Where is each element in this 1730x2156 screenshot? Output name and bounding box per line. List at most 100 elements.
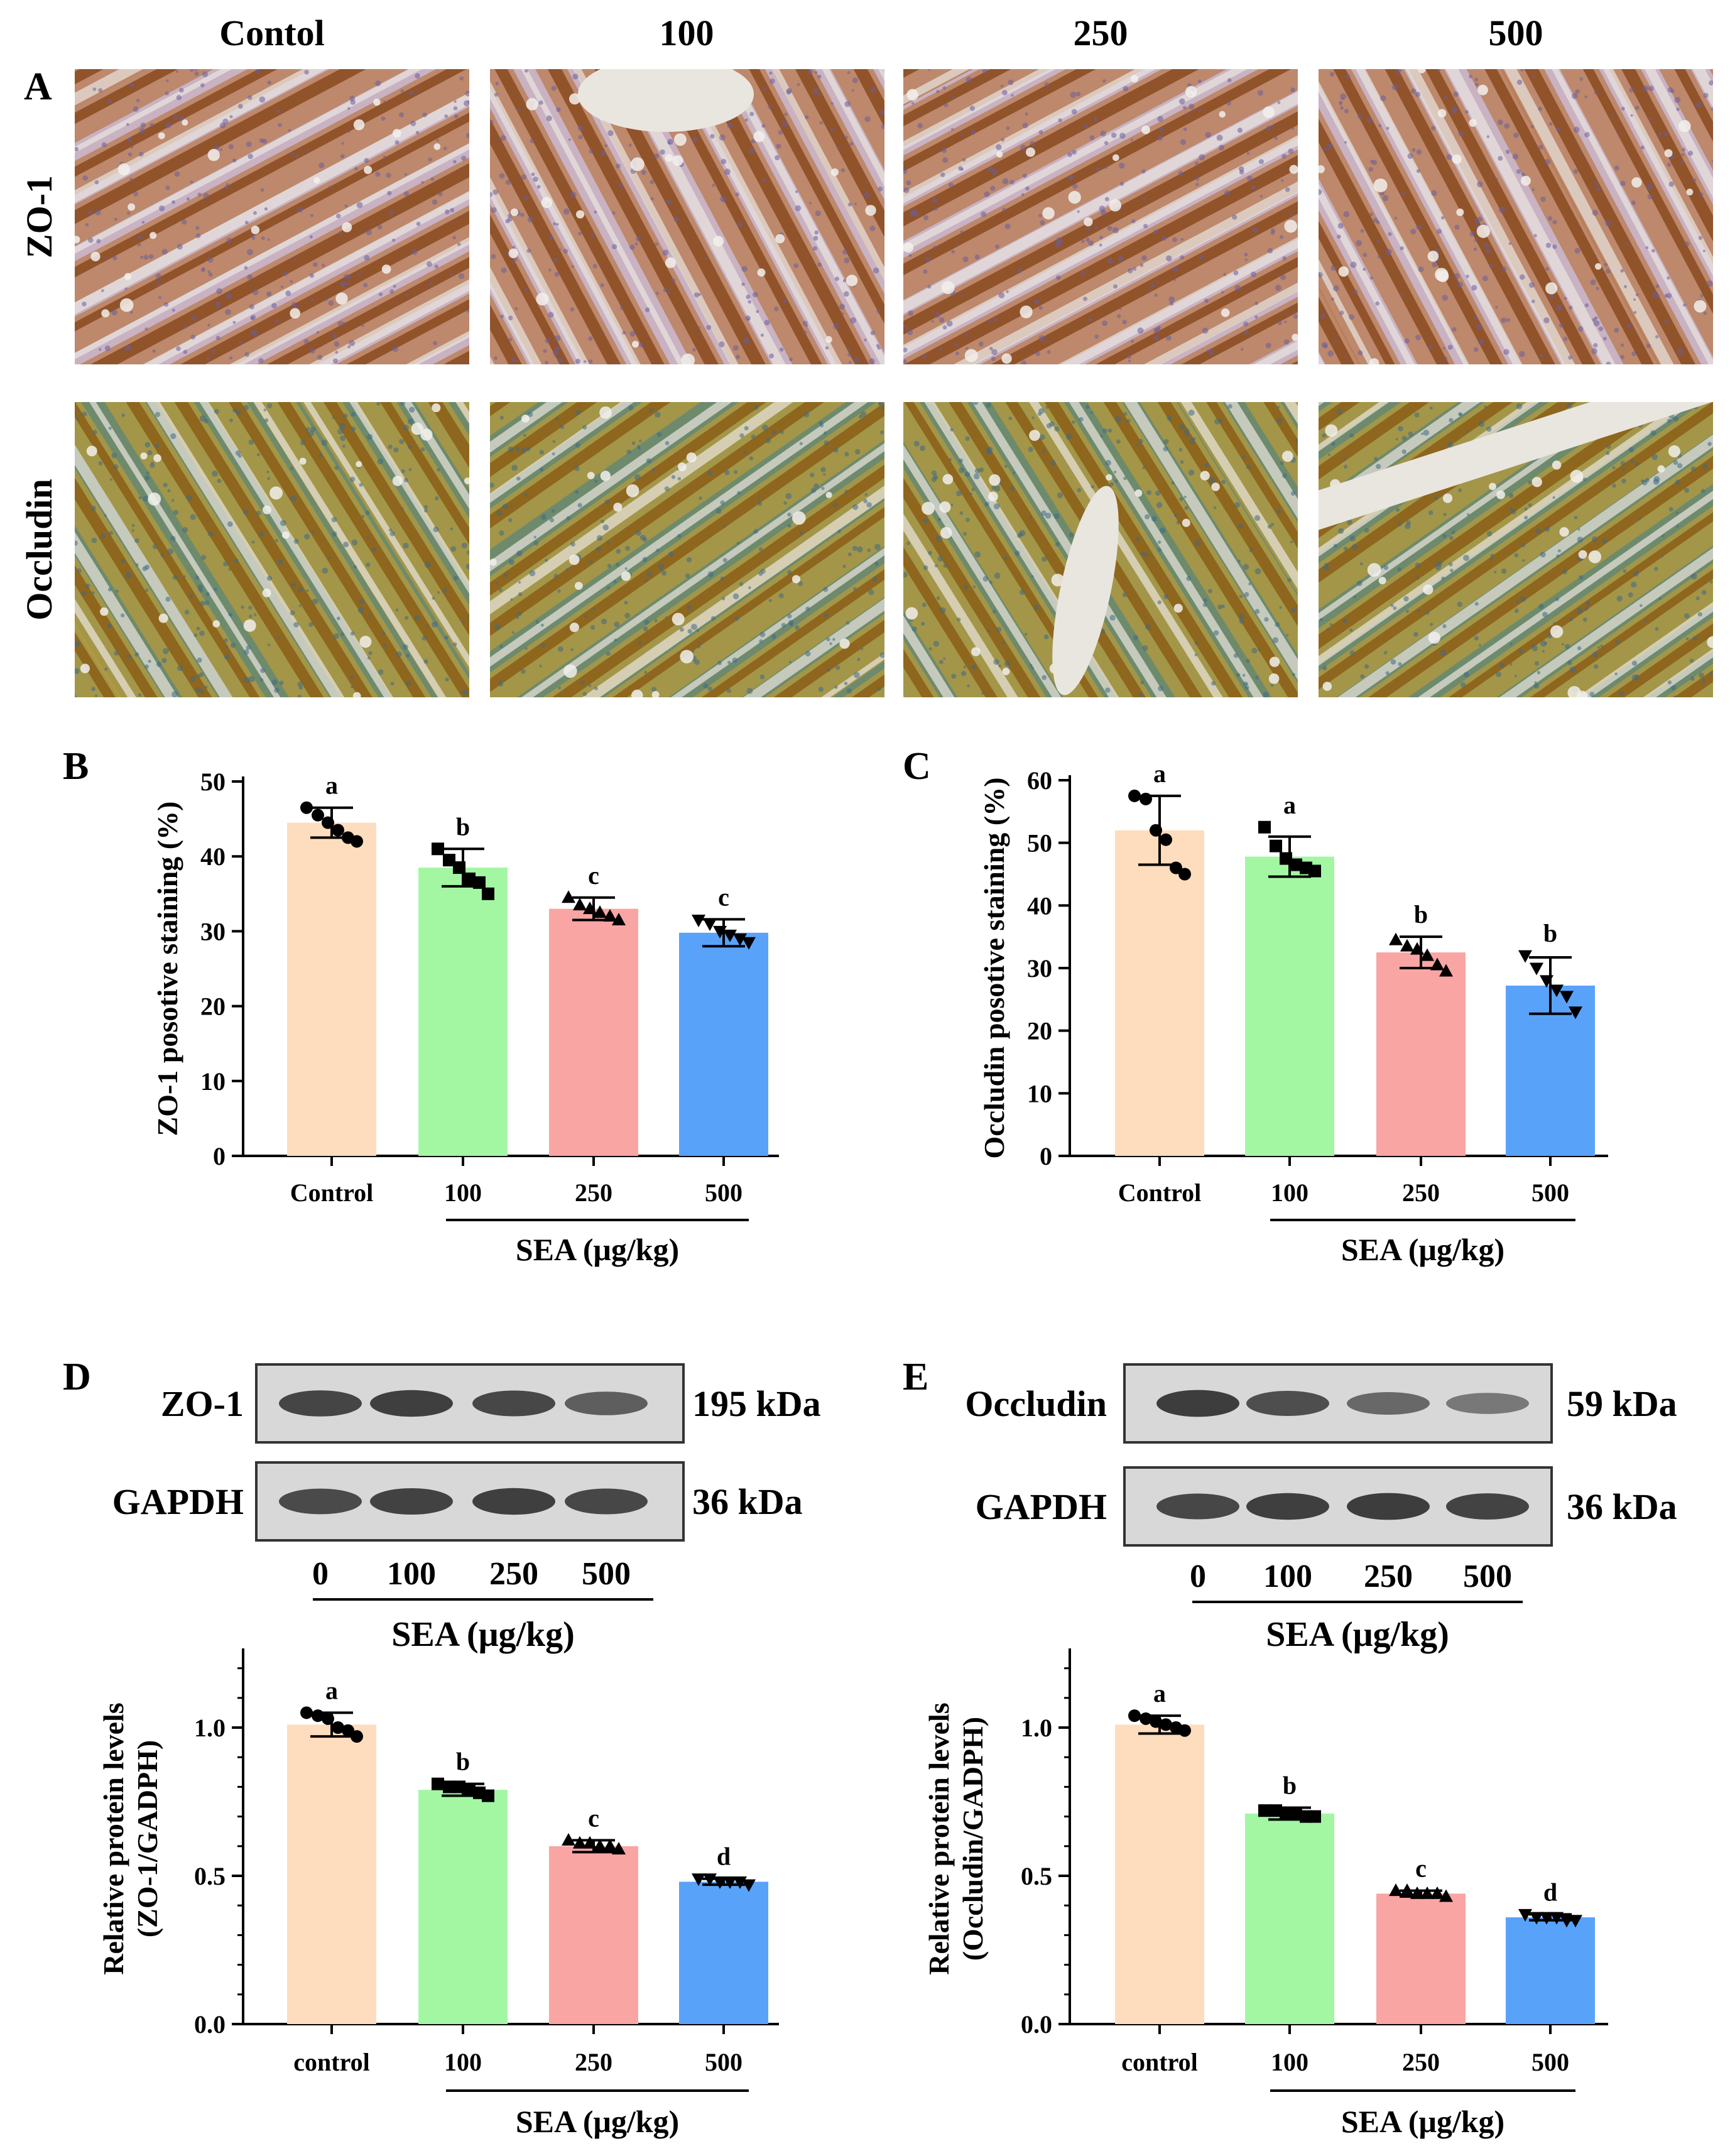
nucleus — [868, 589, 874, 596]
stain-edge — [75, 69, 469, 364]
lumen-gap — [75, 116, 469, 364]
nucleus — [226, 237, 232, 243]
nucleus — [844, 452, 849, 457]
nucleus — [913, 440, 920, 447]
nucleus — [645, 307, 650, 312]
nucleus — [1128, 268, 1133, 274]
nucleus — [558, 248, 562, 251]
nucleus — [508, 446, 514, 452]
nucleus — [644, 619, 650, 625]
goblet-cell — [1489, 482, 1496, 491]
nucleus — [844, 136, 848, 139]
nucleus — [1606, 361, 1611, 364]
goblet-cell — [1020, 305, 1033, 318]
nucleus — [1463, 555, 1469, 562]
nucleus — [1115, 416, 1122, 423]
nucleus — [463, 100, 469, 107]
goblet-cell — [1521, 175, 1531, 186]
goblet-cell — [996, 151, 1003, 158]
nucleus — [958, 166, 963, 171]
nucleus — [452, 642, 457, 646]
lumen-gap — [75, 83, 469, 364]
nucleus — [1025, 112, 1028, 116]
nucleus — [1233, 653, 1239, 658]
nucleus — [1221, 291, 1224, 294]
nucleus — [339, 231, 343, 235]
nucleus — [751, 139, 756, 144]
nucleus — [1002, 178, 1009, 185]
col-header-control: Contol — [219, 13, 325, 53]
x-tick-label: 500 — [1531, 2048, 1569, 2076]
tissue-strip — [75, 69, 469, 364]
nucleus — [746, 687, 753, 694]
nucleus — [1711, 107, 1713, 112]
nucleus — [743, 450, 747, 454]
nucleus — [1102, 79, 1106, 83]
nucleus — [1451, 530, 1455, 535]
nucleus — [1508, 493, 1514, 498]
nucleus — [1700, 489, 1706, 493]
nucleus — [1619, 690, 1624, 696]
nucleus — [1168, 296, 1175, 303]
nucleus — [813, 236, 819, 241]
nucleus — [516, 108, 521, 112]
nucleus — [1075, 91, 1081, 97]
nucleus — [703, 683, 709, 689]
nucleus — [288, 129, 291, 133]
y-tick-label: 10 — [200, 1067, 226, 1096]
nucleus — [972, 402, 979, 405]
panel-letter: B — [63, 745, 89, 788]
nucleus — [295, 155, 299, 159]
nucleus — [366, 536, 369, 540]
goblet-cell — [1567, 686, 1581, 697]
nucleus — [759, 631, 766, 638]
nucleus — [1615, 640, 1620, 645]
band — [370, 1488, 453, 1515]
nucleus — [297, 694, 302, 697]
data-point — [593, 905, 607, 918]
nucleus — [1633, 298, 1636, 302]
goblet-cell — [281, 531, 290, 539]
y-axis-label: (ZO-1/GADPH) — [131, 1740, 163, 1937]
lumen-gap — [75, 69, 469, 364]
nucleus — [1178, 448, 1183, 452]
lumen-gap — [1319, 402, 1713, 697]
nucleus — [405, 653, 410, 658]
nucleus — [655, 242, 658, 246]
stain-edge — [490, 402, 884, 697]
goblet-cell — [830, 168, 839, 177]
nucleus — [196, 626, 200, 631]
nucleus — [340, 280, 346, 286]
nucleus — [248, 676, 255, 683]
goblet-cell — [713, 236, 724, 247]
nucleus — [300, 440, 306, 445]
nucleus — [548, 268, 552, 272]
nucleus — [1128, 359, 1131, 362]
data-point — [1258, 820, 1271, 834]
nucleus — [854, 449, 861, 455]
nucleus — [911, 626, 917, 632]
nucleus — [851, 89, 854, 92]
nucleus — [190, 676, 196, 682]
nucleus — [1096, 167, 1101, 172]
nucleus — [798, 580, 803, 586]
nucleus — [946, 320, 953, 327]
goblet-cell — [420, 428, 433, 441]
data-point — [692, 915, 705, 928]
nucleus — [1474, 238, 1478, 242]
nucleus — [814, 71, 818, 74]
nucleus — [1281, 153, 1287, 159]
nucleus — [515, 615, 520, 619]
nucleus — [261, 236, 265, 240]
nucleus — [783, 501, 787, 505]
nucleus — [424, 562, 431, 569]
stain-edge — [490, 69, 839, 364]
nucleus — [988, 320, 992, 323]
nucleus — [1346, 74, 1351, 79]
y-tick-label: 1.0 — [194, 1714, 226, 1742]
nucleus — [1446, 154, 1452, 160]
bar-0 — [287, 822, 376, 1156]
nucleus — [671, 278, 676, 283]
band — [565, 1391, 648, 1415]
lumen-gap — [903, 69, 1298, 335]
